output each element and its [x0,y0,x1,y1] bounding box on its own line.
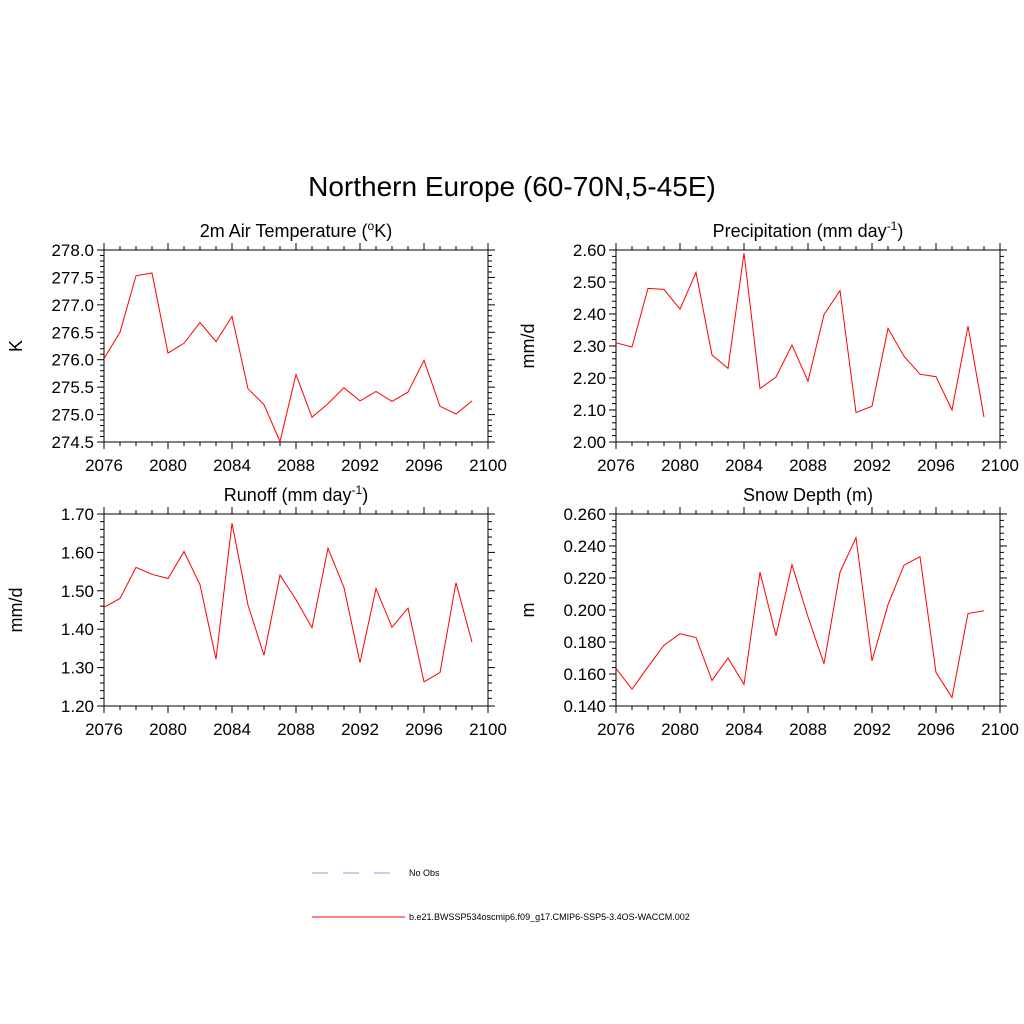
axis-box-temperature [103,249,489,443]
x-tick-label: 2076 [597,456,635,475]
x-tick-label: 2100 [469,720,507,739]
x-tick-label: 2084 [213,720,251,739]
x-tick-label: 2088 [789,456,827,475]
y-tick-label: 2.50 [573,273,606,292]
y-tick-label: 277.0 [51,296,94,315]
x-tick-label: 2088 [789,720,827,739]
axis-box-snow-depth [615,513,1001,707]
x-tick-label: 2092 [341,720,379,739]
y-tick-label: 2.40 [573,305,606,324]
x-tick-label: 2076 [85,456,123,475]
y-tick-label: 1.30 [61,659,94,678]
x-tick-label: 2100 [469,456,507,475]
x-tick-label: 2076 [85,720,123,739]
y-tick-label: 2.30 [573,337,606,356]
y-tick-label: 1.70 [61,505,94,524]
y-tick-label: 0.240 [563,537,606,556]
x-tick-label: 2092 [341,456,379,475]
x-tick-label: 2092 [853,456,891,475]
y-tick-label: 1.50 [61,582,94,601]
y-tick-label: 2.20 [573,369,606,388]
legend-label-no-obs: No Obs [409,868,440,878]
axis-box-runoff [103,513,489,707]
x-tick-label: 2096 [917,720,955,739]
y-tick-label: 275.0 [51,406,94,425]
panel-runoff: Runoff (mm day-1) 2076 2080 2084 2088 2092 209… [6,483,507,739]
figure-title: Northern Europe (60-70N,5-45E) [308,171,716,202]
x-tick-label: 2088 [277,720,315,739]
panel-title-suffix: ) [362,485,368,505]
y-tick-label: 0.200 [563,601,606,620]
x-tick-label: 2080 [149,720,187,739]
y-tick-label: 0.140 [563,697,606,716]
x-tick-label: 2096 [917,456,955,475]
x-tick-label: 2100 [981,720,1019,739]
y-tick-label: 278.0 [51,241,94,260]
y-tick-label: 2.60 [573,241,606,260]
x-tick-label: 2080 [661,456,699,475]
panel-title-superscript: -1 [352,483,363,497]
x-tick-label: 2096 [405,720,443,739]
y-tick-label: 1.40 [61,620,94,639]
panel-precipitation: Precipitation (mm day-1) 2076 2080 2084 2088… [518,219,1019,475]
y-tick-label: 2.00 [573,433,606,452]
panel-title-snow-depth: Snow Depth (m) [743,485,873,505]
x-tick-label: 2084 [725,456,763,475]
axis-box-precipitation [615,249,1001,443]
panel-title-text: 2m Air Temperature ( [200,221,368,241]
y-axis-label-temperature: K [6,340,26,352]
y-tick-label: 0.180 [563,633,606,652]
y-tick-label: 276.0 [51,351,94,370]
x-tick-label: 2080 [149,456,187,475]
y-tick-label: 0.220 [563,569,606,588]
panel-title-text: Precipitation (mm day [713,221,887,241]
panels: 2m Air Temperature (oK)2076 2080 2084 2088 2… [6,219,1019,739]
panel-title-suffix: ) [897,221,903,241]
y-tick-label: 1.60 [61,543,94,562]
panel-snow-depth: Snow Depth (m) 2076 2080 2084 2088 2092 2096 21… [518,485,1019,739]
panel-title-suffix: K) [374,221,392,241]
y-tick-label: 274.5 [51,433,94,452]
panel-title-precipitation: Precipitation (mm day-1) [713,219,904,241]
y-tick-label: 277.5 [51,268,94,287]
legend-label-model: b.e21.BWSSP534oscmip6.f09_g17.CMIP6-SSP5… [409,912,690,922]
series-line-precipitation [615,253,985,418]
panel-title-superscript: o [368,219,375,233]
x-tick-label: 2084 [213,456,251,475]
series-line-snow-depth [615,535,985,699]
x-tick-label: 2088 [277,456,315,475]
panel-title-superscript: -1 [887,219,898,233]
series-line-runoff [103,523,473,683]
x-tick-label: 2076 [597,720,635,739]
legend: No Obs b.e21.BWSSP534oscmip6.f09_g17.CMI… [312,868,690,922]
y-tick-label: 0.260 [563,505,606,524]
panel-title-text: Snow Depth (m) [743,485,873,505]
x-tick-label: 2080 [661,720,699,739]
y-tick-label: 2.10 [573,401,606,420]
y-tick-label: 276.5 [51,323,94,342]
panel-temperature: 2m Air Temperature (oK) 2076 2080 2084 2088 2… [6,219,507,475]
panel-title-runoff: Runoff (mm day-1) [224,483,368,505]
y-tick-label: 0.160 [563,665,606,684]
y-axis-label-snow-depth: m [518,603,538,618]
x-tick-label: 2100 [981,456,1019,475]
y-axis-label-precipitation: mm/d [518,324,538,369]
x-tick-label: 2096 [405,456,443,475]
panel-title-temperature: 2m Air Temperature (oK) [200,219,392,241]
y-tick-label: 275.5 [51,378,94,397]
panel-title-text: Runoff (mm day [224,485,352,505]
y-axis-label-runoff: mm/d [6,588,26,633]
y-tick-label: 1.20 [61,697,94,716]
x-tick-label: 2092 [853,720,891,739]
series-line-temperature [103,272,473,444]
x-tick-label: 2084 [725,720,763,739]
